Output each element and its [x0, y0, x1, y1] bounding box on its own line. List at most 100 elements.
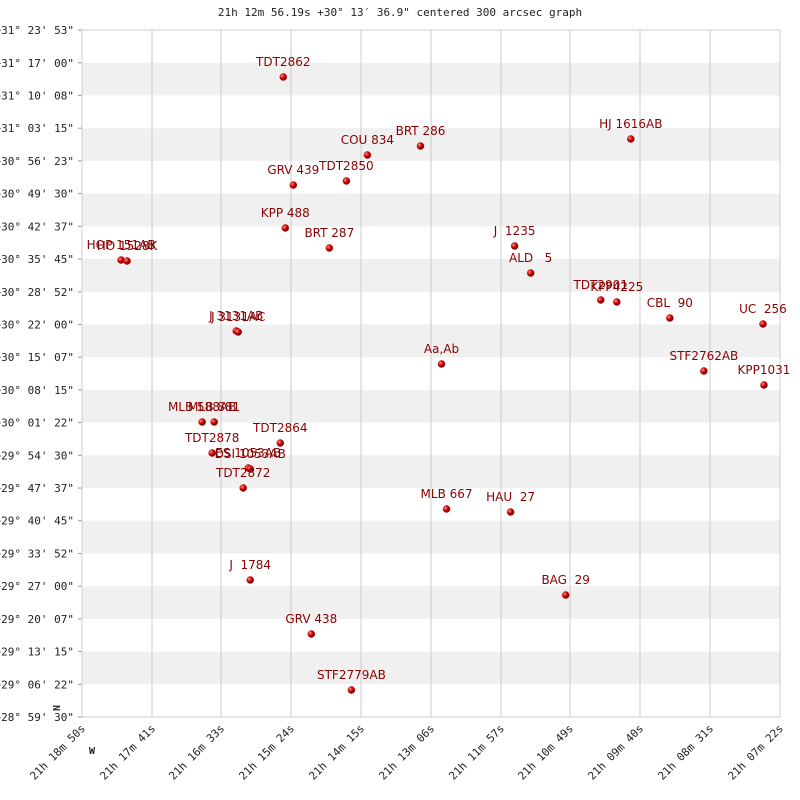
- x-tick-label: 21h 16m 33s: [166, 722, 227, 783]
- star-label: HJ 1616AB: [599, 117, 662, 131]
- star-label: STF2762AB: [669, 349, 738, 363]
- star-label: KPP 488: [261, 206, 310, 220]
- y-tick-label: +30° 08' 15": [0, 384, 74, 397]
- star-point: [246, 465, 254, 473]
- star-point: [510, 242, 519, 250]
- star-label: MLB 881: [188, 400, 240, 414]
- star-point: [246, 576, 254, 584]
- x-tick-label: 21h 18m 50s: [27, 722, 88, 783]
- star-point: [442, 505, 451, 513]
- y-tick-label: +30° 35' 45": [0, 253, 74, 266]
- compass-west: W: [89, 746, 96, 757]
- star-label: BRT 287: [304, 226, 354, 240]
- y-tick-label: +29° 13' 15": [0, 646, 74, 659]
- star-label: STF2779AB: [317, 668, 386, 682]
- x-tick-label: 21h 15m 24s: [236, 722, 297, 783]
- star-point: [307, 630, 316, 638]
- star-label: UC 256: [739, 302, 787, 316]
- star-point: [279, 73, 288, 81]
- star-label: DSI 1053AB: [215, 447, 286, 461]
- star-point: [347, 686, 356, 694]
- star-point: [760, 381, 768, 389]
- y-tick-label: +31° 03' 15": [0, 122, 74, 135]
- star-label: Aa,Ab: [424, 342, 459, 356]
- star-point: [123, 257, 131, 265]
- star-label: J 1235: [493, 224, 536, 238]
- star-label: TDT2864: [252, 421, 307, 435]
- y-tick-label: +29° 40' 45": [0, 515, 74, 528]
- star-point: [210, 418, 218, 426]
- star-label: COU 834: [341, 133, 394, 147]
- star-label: TDT2862: [255, 55, 310, 69]
- x-tick-label: 21h 17m 41s: [97, 722, 158, 783]
- x-tick-label: 21h 11m 57s: [446, 722, 507, 783]
- y-tick-label: +31° 17' 00": [0, 57, 74, 70]
- x-tick-label: 21h 10m 49s: [515, 722, 576, 783]
- star-point: [198, 418, 206, 426]
- y-tick-label: +30° 28' 52": [0, 286, 74, 299]
- star-point: [700, 367, 708, 375]
- x-tick-label: 21h 09m 40s: [585, 722, 646, 783]
- x-tick-label: 21h 07m 22s: [725, 722, 786, 783]
- star-point: [234, 328, 242, 336]
- star-point: [526, 269, 535, 277]
- star-label: ES 1053AB: [215, 446, 281, 460]
- star-point: [276, 439, 285, 447]
- y-tick-label: +28° 59' 30": [0, 711, 74, 724]
- star-point: [239, 484, 247, 492]
- y-tick-label: +30° 22' 00": [0, 318, 74, 331]
- star-label: KPP4225: [590, 280, 643, 294]
- star-label: GRV 439: [267, 163, 319, 177]
- star-point: [363, 151, 372, 159]
- star-label: BRT 286: [396, 124, 446, 138]
- y-tick-label: +29° 06' 22": [0, 678, 74, 691]
- star-point: [342, 177, 351, 185]
- star-label: TDT2901: [573, 278, 628, 292]
- star-label: J 3131AC: [210, 310, 265, 324]
- y-tick-label: +30° 56' 23": [0, 155, 74, 168]
- y-tick-label: +30° 42' 37": [0, 220, 74, 233]
- star-label: HOP 151AB: [87, 238, 156, 252]
- x-tick-label: 21h 14m 15s: [306, 722, 367, 783]
- star-point: [561, 591, 570, 599]
- y-tick-label: +29° 27' 00": [0, 580, 74, 593]
- y-tick-label: +30° 15' 07": [0, 351, 74, 364]
- y-tick-label: +29° 47' 37": [0, 482, 74, 495]
- star-label: TDT2878: [184, 431, 239, 445]
- star-label: HO 1528K: [97, 239, 159, 253]
- star-label: ALD 5: [509, 251, 552, 265]
- y-tick-label: +30° 01' 22": [0, 417, 74, 430]
- star-label: J 1784: [228, 558, 271, 572]
- compass-north: N: [52, 705, 63, 711]
- star-point: [759, 320, 767, 328]
- x-tick-label: 21h 13m 06s: [376, 722, 437, 783]
- y-tick-label: +29° 33' 52": [0, 547, 74, 560]
- star-point: [666, 314, 674, 322]
- star-label: TDT2872: [215, 466, 270, 480]
- star-label: HAU 27: [486, 490, 535, 504]
- star-point: [289, 181, 298, 189]
- x-tick-label: 21h 08m 31s: [655, 722, 716, 783]
- star-point: [437, 360, 446, 368]
- star-label: MLB 588AB: [168, 400, 236, 414]
- star-label: CBL 90: [647, 296, 693, 310]
- star-point: [416, 142, 425, 150]
- star-label: GRV 438: [285, 612, 337, 626]
- y-tick-label: +29° 20' 07": [0, 613, 74, 626]
- star-point: [596, 296, 605, 304]
- y-tick-label: +31° 10' 08": [0, 89, 74, 102]
- star-point: [506, 508, 515, 516]
- star-point: [627, 135, 635, 143]
- y-tick-label: +31° 23' 53": [0, 24, 74, 37]
- y-tick-label: +30° 49' 30": [0, 188, 74, 201]
- star-label: BAG 29: [541, 573, 589, 587]
- star-label: J 3131AB: [208, 309, 263, 323]
- star-label: TDT2850: [318, 159, 373, 173]
- star-point: [613, 298, 621, 306]
- star-point: [208, 449, 216, 457]
- y-tick-label: +29° 54' 30": [0, 449, 74, 462]
- chart-title: 21h 12m 56.19s +30° 13′ 36.9" centered 3…: [218, 6, 582, 19]
- star-label: MLB 667: [421, 487, 473, 501]
- star-point: [325, 244, 334, 252]
